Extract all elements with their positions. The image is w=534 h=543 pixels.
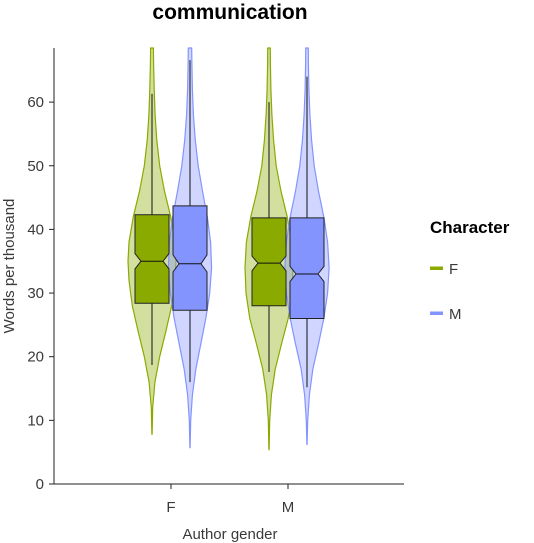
box-M-F: [251, 217, 287, 307]
y-tick-label: 50: [27, 158, 44, 175]
x-tick-label: F: [166, 499, 175, 516]
legend-swatch-M: [430, 311, 443, 315]
y-tick-label: 20: [27, 349, 44, 366]
y-tick-label: 10: [27, 412, 44, 429]
y-axis-ticks: 0 10 20 30 40 50 60: [27, 94, 54, 493]
chart-title: communication: [152, 1, 307, 24]
box-F-M: [172, 205, 208, 311]
box-F-F: [134, 214, 170, 304]
boxplot-layer: [134, 60, 325, 388]
legend-label-F: F: [449, 261, 458, 278]
x-tick-label: M: [282, 499, 295, 516]
legend-label-M: M: [449, 306, 462, 323]
y-tick-label: 40: [27, 221, 44, 238]
box-M-M: [289, 217, 325, 319]
legend-entries: FM: [430, 261, 462, 323]
x-axis-title: Author gender: [182, 526, 277, 543]
y-tick-label: 0: [36, 476, 44, 493]
y-axis-title: Words per thousand: [1, 199, 18, 334]
y-tick-label: 30: [27, 285, 44, 302]
legend-swatch-F: [430, 266, 443, 270]
legend: Character FM: [430, 218, 510, 323]
legend-title: Character: [430, 218, 510, 237]
y-tick-label: 60: [27, 94, 44, 111]
